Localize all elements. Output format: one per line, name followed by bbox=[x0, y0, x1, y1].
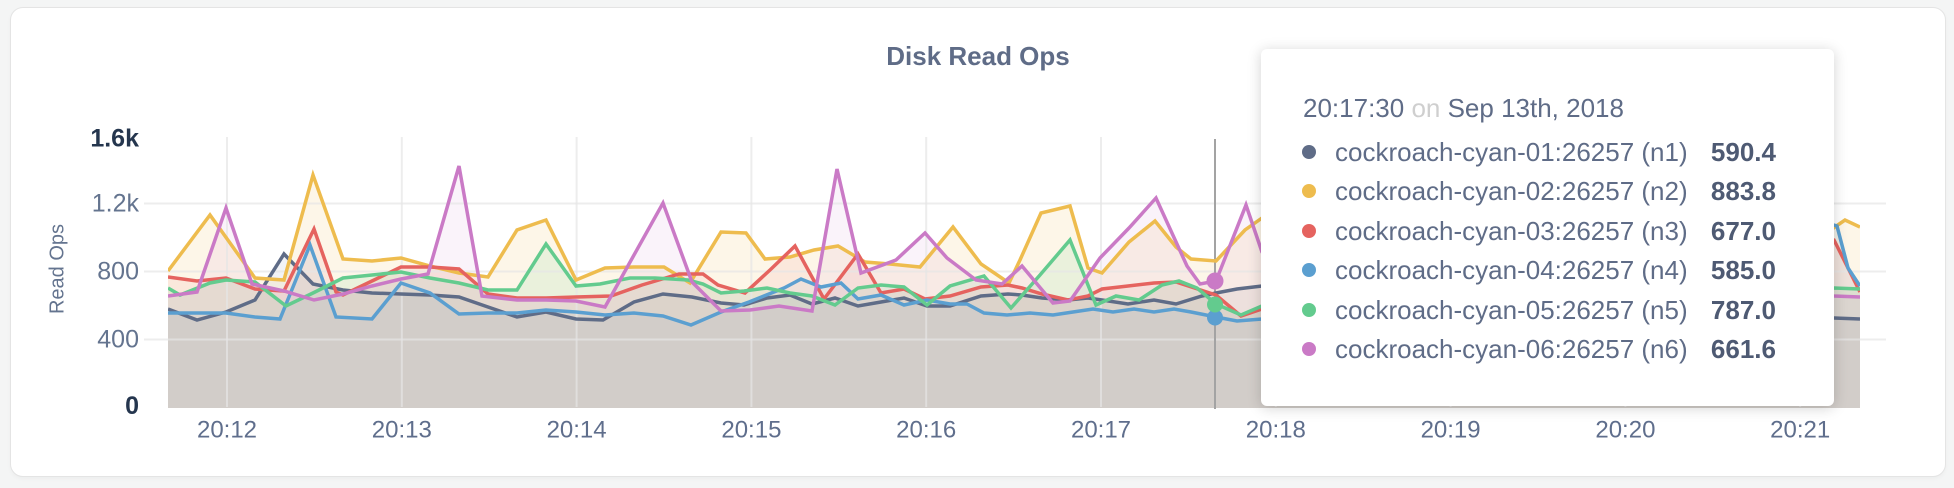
svg-text:20:17: 20:17 bbox=[1071, 417, 1131, 444]
svg-text:20:14: 20:14 bbox=[547, 417, 607, 444]
svg-text:20:12: 20:12 bbox=[197, 417, 257, 444]
svg-text:20:21: 20:21 bbox=[1770, 417, 1830, 444]
svg-text:0: 0 bbox=[125, 392, 139, 420]
svg-text:400: 400 bbox=[97, 326, 139, 354]
svg-text:20:15: 20:15 bbox=[721, 417, 781, 444]
svg-text:20:13: 20:13 bbox=[372, 417, 432, 444]
svg-text:1.2k: 1.2k bbox=[92, 190, 140, 218]
svg-text:800: 800 bbox=[97, 258, 139, 286]
svg-text:20:18: 20:18 bbox=[1246, 417, 1306, 444]
svg-text:20:16: 20:16 bbox=[896, 417, 956, 444]
svg-text:20:20: 20:20 bbox=[1595, 417, 1655, 444]
svg-text:20:19: 20:19 bbox=[1421, 417, 1481, 444]
svg-text:1.6k: 1.6k bbox=[90, 125, 139, 153]
